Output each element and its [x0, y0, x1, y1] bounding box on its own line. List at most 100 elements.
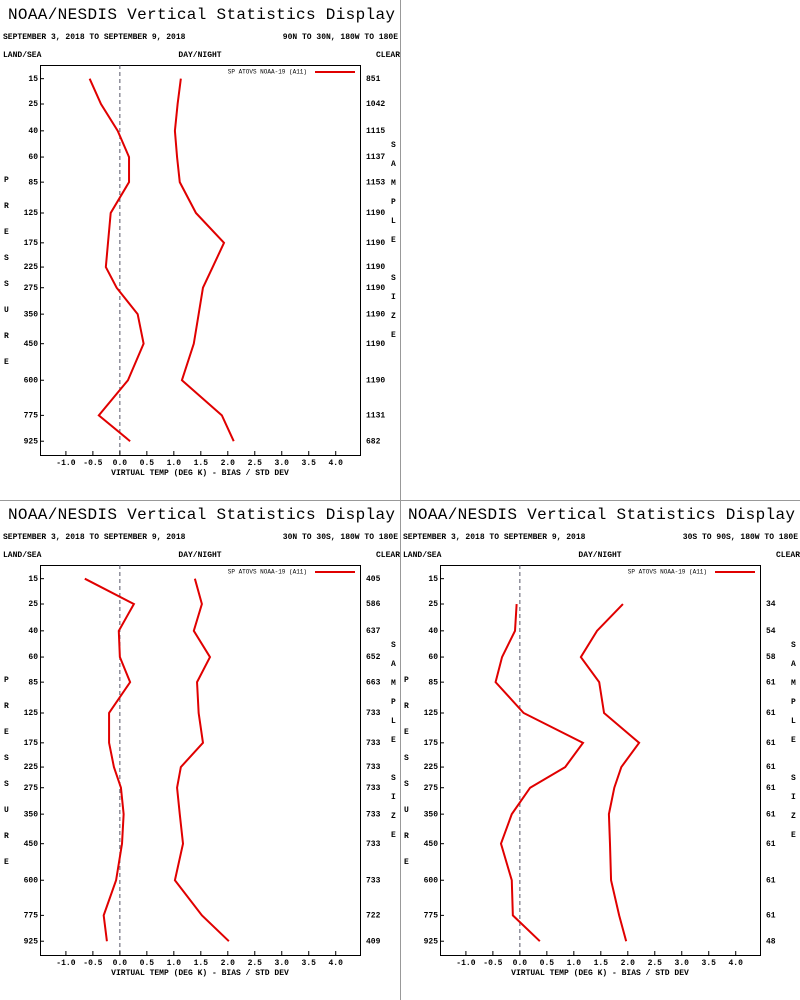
x-tick-label: 3.5 [302, 959, 317, 968]
y-tick-label: 15 [428, 575, 438, 584]
title: NOAA/NESDIS Vertical Statistics Display [408, 506, 795, 524]
std-dev-line [173, 78, 235, 442]
sample-size-label: 733 [366, 840, 381, 849]
date-range: SEPTEMBER 3, 2018 TO SEPTEMBER 9, 2018 [403, 533, 586, 542]
sample-size-label: 405 [366, 575, 381, 584]
sample-size-label: 61 [766, 810, 776, 819]
x-tick-label: 1.0 [167, 459, 182, 468]
sample-size-label: 61 [766, 911, 776, 920]
sample-size-label: 1153 [366, 178, 385, 187]
sample-size-label: 61 [766, 840, 776, 849]
y-tick-label: 25 [28, 600, 38, 609]
x-tick-label: 2.5 [248, 459, 263, 468]
y-tick-label: 225 [424, 763, 439, 772]
plot-frame [440, 565, 761, 956]
bias-line [84, 577, 136, 942]
y-tick-label: 350 [24, 810, 39, 819]
sample-size-label: 61 [766, 739, 776, 748]
sample-size-label: 61 [766, 763, 776, 772]
y-tick-label: 275 [24, 784, 39, 793]
y-tick-label: 275 [424, 784, 439, 793]
panel: NOAA/NESDIS Vertical Statistics Display S… [2, 506, 400, 978]
sample-size-label: 1190 [366, 263, 385, 272]
y-tick-label: 225 [24, 763, 39, 772]
land-sea: LAND/SEA [3, 51, 42, 60]
day-night: DAY/NIGHT [578, 551, 621, 560]
sample-size-label: 733 [366, 739, 381, 748]
y-tick-label: 85 [28, 678, 38, 687]
y-tick-label: 275 [24, 284, 39, 293]
bias-line [88, 78, 145, 442]
y-tick-label: 40 [28, 127, 38, 136]
x-tick-label: 4.0 [729, 959, 744, 968]
x-tick-label: 0.0 [113, 959, 128, 968]
x-tick-label: 3.5 [702, 959, 717, 968]
y-tick-label: 85 [28, 178, 38, 187]
x-tick-label: 0.0 [513, 959, 528, 968]
sample-size-label: 733 [366, 709, 381, 718]
title: NOAA/NESDIS Vertical Statistics Display [8, 6, 395, 24]
sample-size-label: 722 [366, 911, 381, 920]
std-dev-line [579, 603, 641, 942]
x-tick-label: 1.0 [167, 959, 182, 968]
panel: NOAA/NESDIS Vertical Statistics Display S… [2, 6, 400, 478]
y2-axis-label: SAMPLE SIZE [789, 641, 798, 850]
y-tick-label: 450 [424, 840, 439, 849]
y-tick-label: 60 [428, 653, 438, 662]
sample-size-label: 58 [766, 653, 776, 662]
y-tick-label: 450 [24, 840, 39, 849]
sample-size-label: 54 [766, 627, 776, 636]
region: 30S TO 90S, 180W TO 180E [683, 533, 798, 542]
y-tick-label: 40 [28, 627, 38, 636]
y-tick-label: 60 [28, 653, 38, 662]
y-tick-label: 925 [24, 437, 39, 446]
sample-size-label: 61 [766, 678, 776, 687]
y-tick-label: 15 [28, 575, 38, 584]
y-tick-label: 925 [24, 937, 39, 946]
y-tick-label: 175 [24, 239, 39, 248]
std-dev-line [173, 578, 230, 942]
y-tick-label: 40 [428, 627, 438, 636]
x-tick-label: 0.5 [140, 959, 155, 968]
x-tick-label: 0.5 [540, 959, 555, 968]
y2-axis-label: SAMPLE SIZE [389, 641, 398, 850]
y-tick-label: 775 [24, 411, 39, 420]
land-sea: LAND/SEA [3, 551, 42, 560]
y-tick-label: 125 [424, 709, 439, 718]
x-tick-label: 4.0 [329, 959, 344, 968]
x-axis-label: VIRTUAL TEMP (DEG K) - BIAS / STD DEV [111, 969, 289, 978]
x-tick-label: 1.0 [567, 959, 582, 968]
x-tick-label: 4.0 [329, 459, 344, 468]
x-tick-label: 3.0 [275, 959, 290, 968]
panel: NOAA/NESDIS Vertical Statistics Display S… [402, 506, 800, 978]
x-tick-label: 2.0 [221, 959, 236, 968]
sky: CLEAR [776, 551, 800, 560]
y-tick-label: 225 [24, 263, 39, 272]
sample-size-label: 682 [366, 437, 381, 446]
x-axis-label: VIRTUAL TEMP (DEG K) - BIAS / STD DEV [511, 969, 689, 978]
region: 90N TO 30N, 180W TO 180E [283, 33, 398, 42]
y-tick-label: 25 [28, 100, 38, 109]
y-tick-label: 60 [28, 153, 38, 162]
y-tick-label: 450 [24, 340, 39, 349]
x-tick-label: 1.5 [194, 959, 209, 968]
sample-size-label: 851 [366, 75, 381, 84]
plot-frame [40, 565, 361, 956]
sample-size-label: 586 [366, 600, 381, 609]
title: NOAA/NESDIS Vertical Statistics Display [8, 506, 395, 524]
x-tick-label: 2.5 [248, 959, 263, 968]
sample-size-label: 1137 [366, 153, 385, 162]
y-tick-label: 15 [28, 75, 38, 84]
x-tick-label: -0.5 [83, 459, 102, 468]
sample-size-label: 1190 [366, 310, 385, 319]
sample-size-label: 733 [366, 763, 381, 772]
land-sea: LAND/SEA [403, 551, 442, 560]
y-tick-label: 775 [424, 911, 439, 920]
x-tick-label: 2.0 [621, 959, 636, 968]
legend-label: SP ATOVS NOAA-19 (A11) [228, 69, 307, 76]
bias-line [494, 603, 585, 942]
x-tick-label: 2.0 [221, 459, 236, 468]
y-tick-label: 350 [424, 810, 439, 819]
day-night: DAY/NIGHT [178, 551, 221, 560]
